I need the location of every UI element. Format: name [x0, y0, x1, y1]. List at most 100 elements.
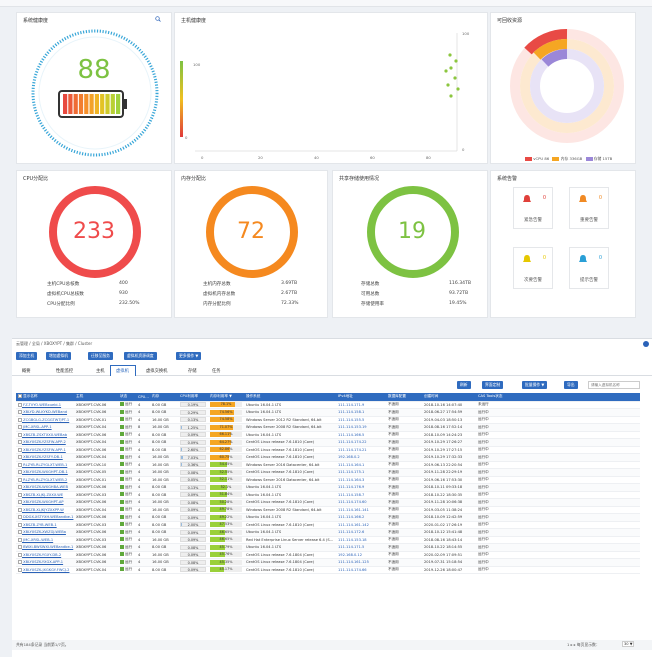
vm-name-link[interactable]: XBLYXSZK-WXGHBA-WEB [16, 483, 74, 492]
row-checkbox[interactable] [18, 455, 22, 460]
vm-name-link[interactable]: XBSZB-ZSXTXXX-WEBab [16, 431, 74, 439]
vm-name-link[interactable]: XBLYXSZK-JXGKGY-FWCJ-2 [16, 566, 74, 574]
vm-name-link[interactable]: BWXI-BWSWXI-WEBandbe-1 [16, 543, 74, 552]
row-checkbox[interactable] [18, 507, 22, 512]
row-checkbox[interactable] [18, 530, 22, 535]
more-actions-button[interactable]: 更多操作 ▼ [176, 352, 202, 360]
row-checkbox[interactable] [18, 432, 22, 437]
table-row[interactable]: XBLYXSZK-YZSFY-DB-1 XBOXYPT-CVK-04 运行 4 16.0… [16, 453, 640, 462]
table-row[interactable]: XBLYXSZK-YXGX-APP-1 XBOXYPT-CVK-06 运行 4 16.0… [16, 558, 640, 567]
host-point[interactable] [446, 83, 450, 87]
row-checkbox[interactable] [18, 485, 22, 490]
table-row[interactable]: XBLYXSZK-YZSFW-APP-1 XBOXYPT-CVK-06 运行 4 8.0… [16, 446, 640, 454]
search-icon[interactable] [155, 16, 161, 22]
export-button[interactable]: 导出 [564, 381, 578, 389]
search-input[interactable] [588, 381, 640, 389]
host-point[interactable] [456, 87, 460, 91]
tab-vms[interactable]: 虚拟机 [116, 369, 129, 374]
row-checkbox[interactable] [18, 425, 22, 430]
table-row[interactable]: XBSZB-ZSXTXXX-WEBab XBOXYPT-CVK-06 运行 4 8.00… [16, 431, 640, 439]
row-checkbox[interactable] [18, 402, 22, 407]
host-point[interactable] [449, 66, 453, 70]
column-header[interactable]: 操作系统 [244, 393, 336, 402]
row-checkbox[interactable] [18, 440, 22, 445]
row-checkbox[interactable] [18, 560, 22, 565]
vm-name-link[interactable]: XBLYD-WLKYKD-WEBand [16, 408, 74, 417]
column-header[interactable]: 数据库配置 [386, 393, 422, 402]
table-row[interactable]: XBLYXSZK-WXGHBA-WEB XBOXYPT-CVK-06 运行 4 8.00… [16, 483, 640, 492]
alert-minor[interactable]: 0 次要告警 [513, 247, 553, 289]
table-row[interactable]: XBLYXSZK-WXGHPT-DB-1 XBOXYPT-CVK-05 运行 4 16.… [16, 468, 640, 477]
row-checkbox[interactable] [18, 537, 22, 542]
vm-name-link[interactable]: XBLYXSZK-WXGHPT-DB-1 [16, 468, 74, 477]
host-point[interactable] [453, 76, 457, 80]
column-header[interactable]: CPU... [136, 393, 150, 402]
host-point[interactable] [454, 59, 458, 63]
table-row[interactable]: XBLYXSZK-YGXY-DB-2 XBOXYPT-CVK-06 运行 4 16.00… [16, 551, 640, 559]
column-header[interactable]: 内存 [150, 393, 178, 402]
vm-name-link[interactable]: XBSZB-XLJKJ-ZXXX-WE [16, 491, 74, 499]
display-button[interactable]: 界面定制 [482, 381, 504, 389]
table-row[interactable]: RLZYB-RLZYGLXT-WEB-2 XBOXYPT-CVK-01 运行 4 16.… [16, 476, 640, 484]
vm-name-link[interactable]: ZCGBGLG-ZCGGTWTJPT-1 [16, 416, 74, 424]
row-checkbox[interactable] [18, 410, 22, 415]
row-checkbox[interactable] [18, 447, 22, 452]
select-all-checkbox[interactable] [18, 394, 22, 399]
row-checkbox[interactable] [18, 462, 22, 467]
column-header[interactable]: 主机 [74, 393, 118, 402]
vm-name-link[interactable]: XBLYXSZK-YZSFW-APP-2 [16, 438, 74, 447]
tab-vswitch[interactable]: 虚拟交换机 [146, 369, 168, 374]
migrate-button[interactable]: 迁移至服务 [88, 352, 113, 360]
page-size-select[interactable]: 30 ▼ [622, 641, 635, 647]
column-header[interactable]: CAS Tools状态 [476, 393, 640, 402]
tab-hosts[interactable]: 主机 [96, 369, 105, 374]
row-checkbox[interactable] [18, 552, 22, 557]
row-checkbox[interactable] [18, 492, 22, 497]
tab-summary[interactable]: 概要 [22, 369, 31, 374]
add-vm-button[interactable]: 增加虚拟机 [46, 352, 71, 360]
vm-name-link[interactable]: FZ-TVYO-WEBxuebi-1 [16, 401, 74, 409]
table-row[interactable]: XBLYD-WLKYKD-WEBand XBOXYPT-CVK-06 运行 4 8.00… [16, 408, 640, 417]
table-row[interactable]: FZ-TVYO-WEBxuebi-1 XBOXYPT-CVK-06 运行 4 8.00 … [16, 401, 640, 409]
column-header[interactable]: 创建时间 [422, 393, 476, 402]
table-row[interactable]: BWXI-BWSWXI-WEBandbe-1 XBOXYPT-CVK-06 运行 4 8… [16, 543, 640, 552]
batch-button[interactable]: 批量操作 ▼ [522, 381, 548, 389]
table-row[interactable]: XBSZB-XLJKJYZXXPP-W XBOXYPT-CVK-04 运行 4 16.0… [16, 506, 640, 514]
row-checkbox[interactable] [18, 567, 22, 572]
vm-name-link[interactable]: DDGX-XSTYXH-WEBandbe-1 [16, 513, 74, 522]
alert-critical[interactable]: 0 紧急告警 [513, 187, 553, 229]
alert-info[interactable]: 0 提示告警 [569, 247, 609, 289]
table-row[interactable]: XBLYXSZK-YZSFW-APP-2 XBOXYPT-CVK-04 运行 4 8.0… [16, 438, 640, 447]
host-point[interactable] [448, 53, 452, 57]
refresh-button[interactable]: 刷新 [457, 381, 471, 389]
add-host-button[interactable]: 添加主机 [16, 352, 38, 360]
tab-storage[interactable]: 存储 [188, 369, 197, 374]
column-header[interactable]: 内存利用率 ▼ [208, 393, 244, 402]
vm-schedule-button[interactable]: 虚拟机资源调度 [124, 352, 157, 360]
alert-major[interactable]: 0 重要告警 [569, 187, 609, 229]
row-checkbox[interactable] [18, 522, 22, 527]
vm-name-link[interactable]: JMC-XRSL-APP-1 [16, 423, 74, 432]
table-row[interactable]: JMC-XRSL-APP-1 XBOXYPT-CVK-04 运行 8 16.00 GB 1… [16, 423, 640, 432]
vm-name-link[interactable]: JMC-XRSL-WEB-1 [16, 536, 74, 544]
row-checkbox[interactable] [18, 500, 22, 505]
column-header[interactable]: CPU利用率 [178, 393, 208, 402]
table-row[interactable]: RLZYB-RLZYGLXT-WEB-1 XBOXYPT-CVK-10 运行 4 16.… [16, 461, 640, 469]
table-row[interactable]: JMC-XRSL-WEB-1 XBOXYPT-CVK-03 运行 4 16.00 GB 0… [16, 536, 640, 544]
row-checkbox[interactable] [18, 477, 22, 482]
table-row[interactable]: ZCGBGLG-ZCGGTWTJPT-1 XBOXYPT-CVK-01 运行 4 16.… [16, 416, 640, 424]
tab-tasks[interactable]: 任务 [212, 369, 221, 374]
column-header[interactable]: 状态 [118, 393, 136, 402]
host-point[interactable] [444, 69, 448, 73]
column-header[interactable]: IPv4地址 [336, 393, 386, 402]
vm-name-link[interactable]: XBLYXSZK-YZSFW-APP-1 [16, 446, 74, 454]
pager[interactable]: 1 ▸ ▸ 每页显示数： [567, 642, 600, 647]
table-row[interactable]: XBLYXSZK-WXGHPT-AP XBOXYPT-CVK-06 运行 4 16.00… [16, 498, 640, 507]
vm-name-link[interactable]: XBLYXSZK-YZSFY-DB-1 [16, 453, 74, 462]
host-point[interactable] [449, 94, 453, 98]
row-checkbox[interactable] [18, 515, 22, 520]
vm-name-link[interactable]: XBLYXSZK-YGXY-DB-2 [16, 551, 74, 559]
table-row[interactable]: DDGX-XSTYXH-WEBandbe-1 XBOXYPT-CVK-06 运行 4 8… [16, 513, 640, 522]
table-row[interactable]: XBSZB-ZYB-WEB-1 XBOXYPT-CVK-03 运行 4 8.00 GB 2… [16, 521, 640, 529]
tab-performance[interactable]: 性能监控 [56, 369, 74, 374]
